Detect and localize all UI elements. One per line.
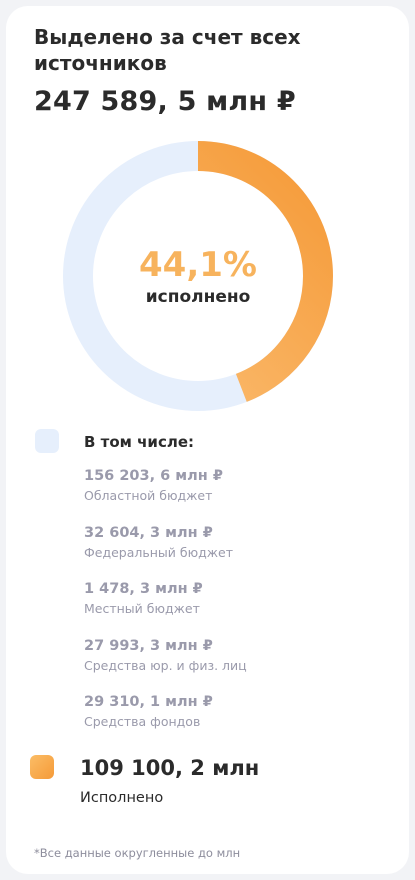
- list-item: 29 310, 1 млн ₽ Средства фондов: [84, 692, 384, 749]
- donut-chart: [63, 141, 333, 411]
- list-item: 1 478, 3 млн ₽ Местный бюджет: [84, 579, 384, 636]
- source-value: 27 993, 3 млн ₽: [84, 637, 213, 654]
- source-value: 1 478, 3 млн ₽: [84, 581, 203, 597]
- source-label: Средства юр. и физ. лиц: [84, 657, 247, 673]
- legend-swatch-executed: [30, 755, 54, 779]
- legend-swatch-total: [35, 429, 59, 453]
- executed-percent-label: исполнено: [145, 287, 251, 307]
- source-value: 156 203, 6 млн ₽: [84, 468, 223, 484]
- executed-label: Исполнено: [80, 790, 164, 806]
- source-label: Областной бюджет: [84, 488, 213, 503]
- donut-center: 44,1% исполнено: [56, 134, 340, 418]
- executed-percent: 44,1%: [139, 245, 257, 285]
- source-label: Федеральный бюджет: [84, 544, 233, 560]
- executed-amount: 109 100, 2 млн: [80, 756, 260, 780]
- breakdown-list: 156 203, 6 млн ₽ Областной бюджет 32 604…: [84, 466, 384, 749]
- breakdown-title: В том числе:: [84, 433, 194, 451]
- list-item: 156 203, 6 млн ₽ Областной бюджет: [84, 466, 384, 523]
- source-value: 29 310, 1 млн ₽: [84, 694, 213, 710]
- source-label: Местный бюджет: [84, 601, 200, 616]
- card-title: Выделено за счет всех источников: [34, 25, 301, 75]
- source-label: Средства фондов: [84, 714, 201, 729]
- list-item: 32 604, 3 млн ₽ Федеральный бюджет: [84, 523, 384, 580]
- footnote: *Все данные округленные до млн: [34, 846, 241, 860]
- total-amount: 247 589, 5 млн ₽: [34, 86, 296, 117]
- list-item: 27 993, 3 млн ₽ Средства юр. и физ. лиц: [84, 636, 384, 693]
- donut-executed-slice: [63, 141, 333, 411]
- source-value: 32 604, 3 млн ₽: [84, 524, 213, 541]
